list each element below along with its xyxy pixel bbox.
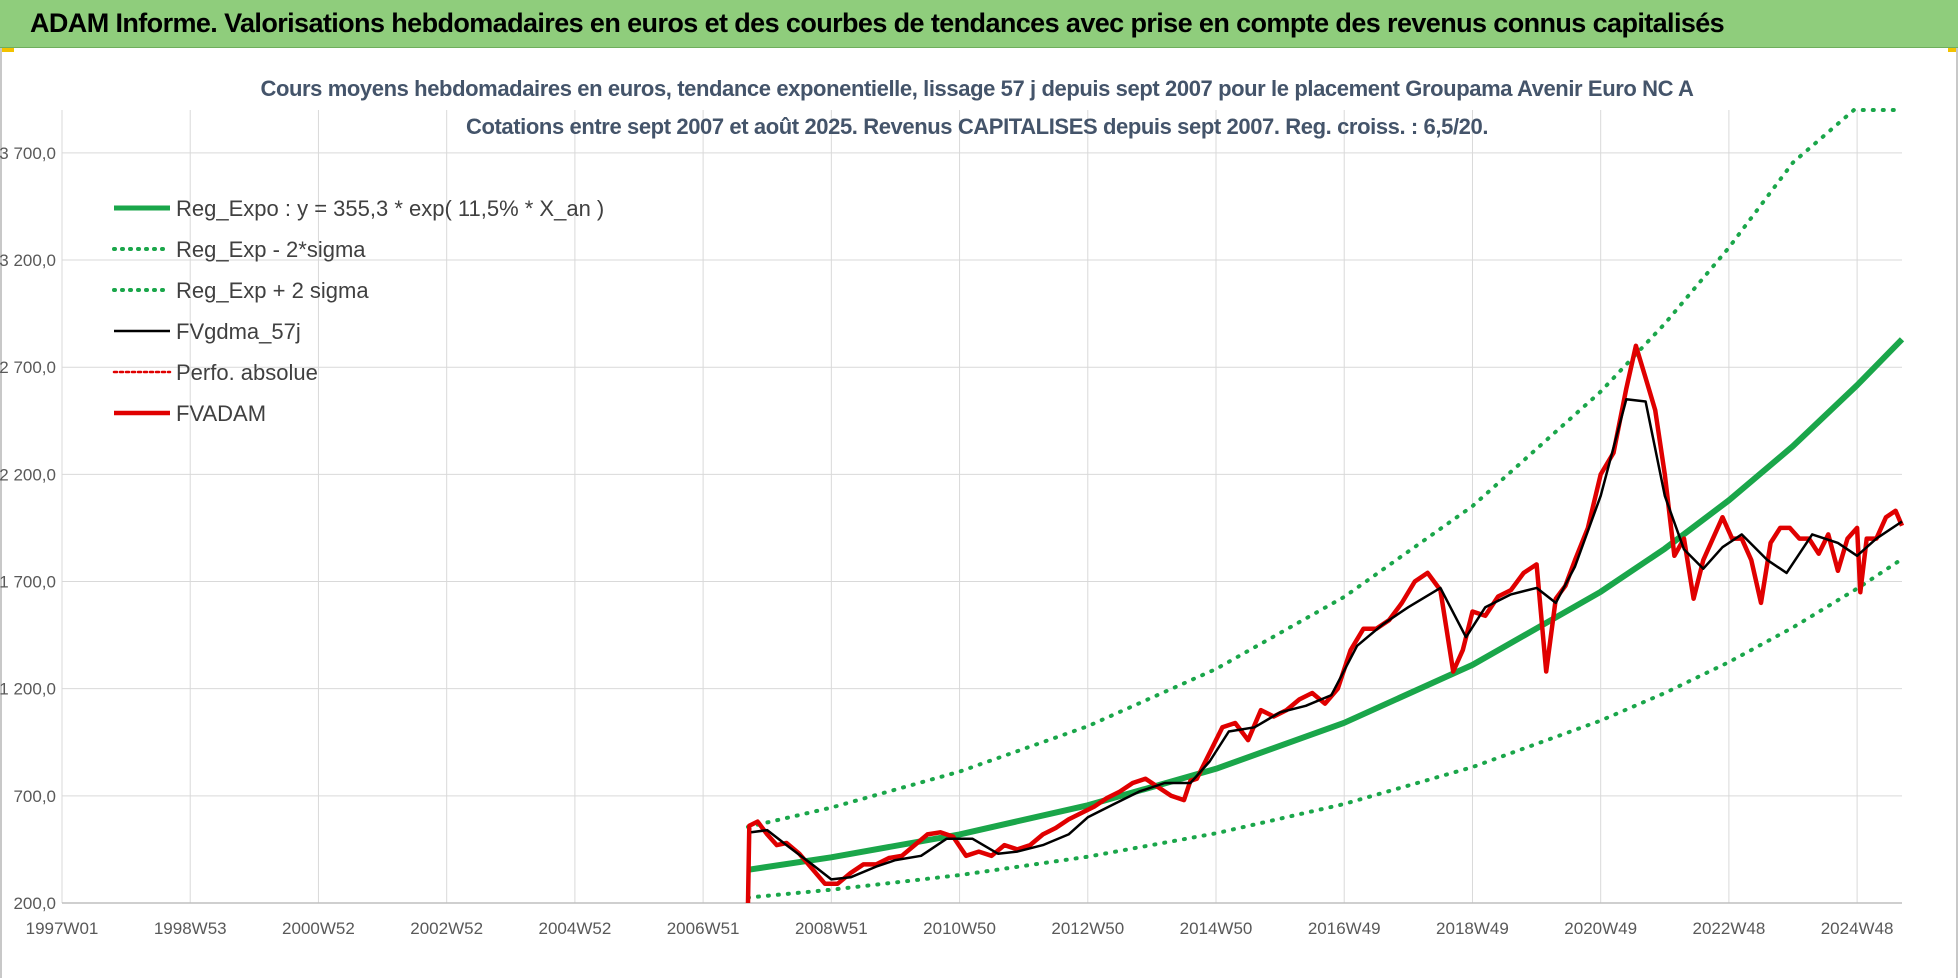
chart-frame bbox=[0, 48, 1958, 978]
y-tick-label: 2 200,0 bbox=[0, 465, 56, 484]
legend: Reg_Expo : y = 355,3 * exp( 11,5% * X_an… bbox=[112, 196, 604, 426]
x-tick-label: 2002W52 bbox=[410, 919, 483, 938]
y-tick-label: 1 700,0 bbox=[0, 573, 56, 592]
x-tick-label: 2014W50 bbox=[1180, 919, 1253, 938]
series-layer bbox=[745, 108, 1905, 904]
header-bar: ADAM Informe. Valorisations hebdomadaire… bbox=[0, 0, 1958, 48]
legend-entry: Perfo. absolue bbox=[176, 360, 318, 385]
series-line-2 bbox=[746, 108, 1904, 829]
tick-labels: 200,0 700,0 1 200,0 1 700,0 2 200,0 2 700,0 3 … bbox=[0, 144, 1894, 938]
corner-accent-right bbox=[1948, 48, 1958, 52]
x-tick-label: 2012W50 bbox=[1051, 919, 1124, 938]
y-tick-label: 2 700,0 bbox=[0, 358, 56, 377]
chart-title: Cours moyens hebdomadaires en euros, ten… bbox=[260, 76, 1694, 101]
y-tick-label: 3 200,0 bbox=[0, 251, 56, 270]
legend-entry: Reg_Exp + 2 sigma bbox=[176, 278, 369, 303]
series-line-1 bbox=[746, 557, 1904, 900]
grid bbox=[61, 110, 1902, 904]
x-tick-label: 1998W53 bbox=[154, 919, 227, 938]
series-line-3 bbox=[751, 398, 1903, 881]
corner-accent-left bbox=[0, 48, 14, 52]
y-tick-label: 700,0 bbox=[13, 787, 56, 806]
x-tick-label: 1997W01 bbox=[26, 919, 99, 938]
series-line-0 bbox=[747, 337, 1905, 873]
x-tick-label: 2018W49 bbox=[1436, 919, 1509, 938]
x-tick-label: 2000W52 bbox=[282, 919, 355, 938]
x-tick-label: 2024W48 bbox=[1821, 919, 1894, 938]
chart-area: 200,0 700,0 1 200,0 1 700,0 2 200,0 2 700,0 3 … bbox=[0, 76, 1905, 938]
page-title: ADAM Informe. Valorisations hebdomadaire… bbox=[30, 8, 1725, 38]
x-tick-label: 2010W50 bbox=[923, 919, 996, 938]
chart-subtitle: Cotations entre sept 2007 et août 2025. … bbox=[466, 114, 1488, 139]
x-tick-label: 2006W51 bbox=[667, 919, 740, 938]
x-tick-label: 2008W51 bbox=[795, 919, 868, 938]
legend-entry: FVADAM bbox=[176, 401, 266, 426]
y-tick-label: 3 700,0 bbox=[0, 144, 56, 163]
y-tick-label: 200,0 bbox=[13, 894, 56, 913]
y-tick-label: 1 200,0 bbox=[0, 680, 56, 699]
legend-entry: Reg_Expo : y = 355,3 * exp( 11,5% * X_an… bbox=[176, 196, 604, 221]
x-tick-label: 2022W48 bbox=[1693, 919, 1766, 938]
x-tick-label: 2020W49 bbox=[1564, 919, 1637, 938]
legend-entry: FVgdma_57j bbox=[176, 319, 301, 344]
x-tick-label: 2016W49 bbox=[1308, 919, 1381, 938]
x-tick-label: 2004W52 bbox=[539, 919, 612, 938]
series-line-5 bbox=[745, 343, 1905, 904]
legend-entry: Reg_Exp - 2*sigma bbox=[176, 237, 366, 262]
